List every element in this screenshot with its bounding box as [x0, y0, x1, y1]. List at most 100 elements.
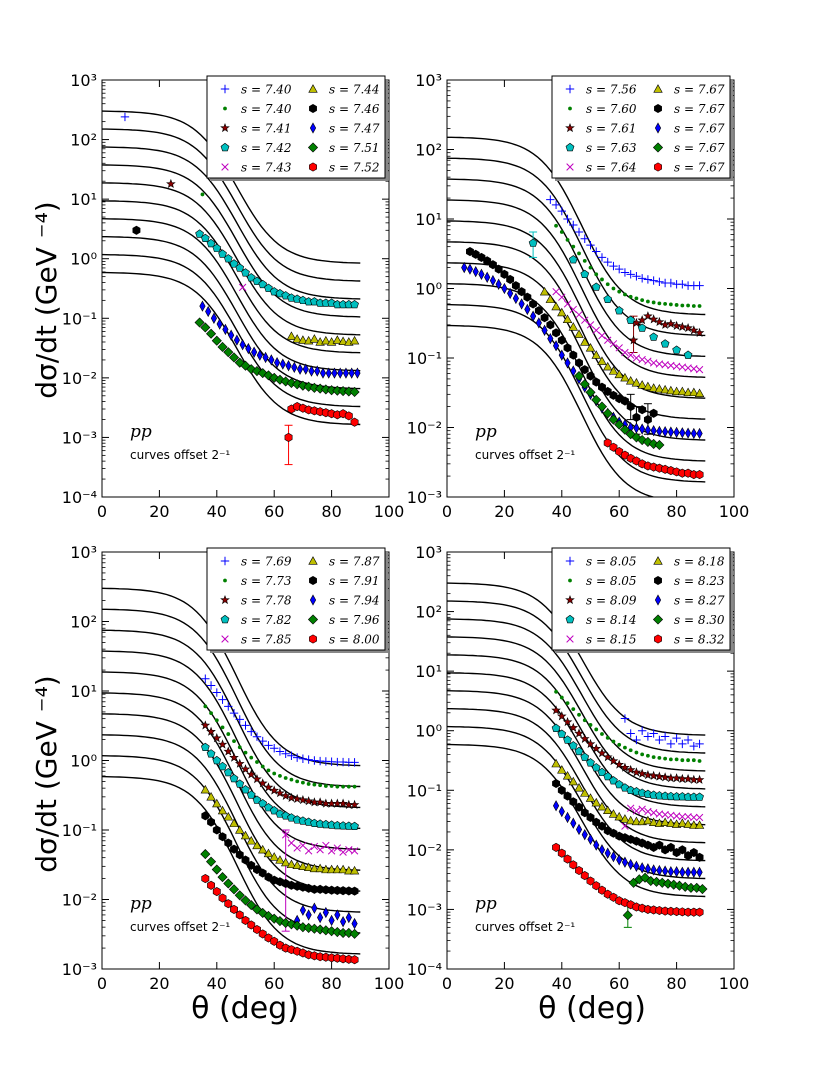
data-point: [691, 304, 696, 308]
x-tick-label: 100: [719, 502, 750, 521]
y-tick-label: 10⁻¹: [407, 781, 442, 800]
data-point: [646, 753, 650, 758]
annotation-offset: curves offset 2⁻¹: [130, 448, 230, 462]
data-point: [585, 738, 596, 749]
data-point: [235, 825, 245, 834]
data-point: [472, 265, 479, 278]
data-point: [633, 860, 640, 872]
data-point: [626, 804, 635, 812]
data-point: [574, 329, 584, 338]
data-point: [559, 695, 564, 700]
data-point: [654, 384, 665, 393]
data-point: [660, 339, 670, 348]
legend-label: s = 7.87: [329, 555, 380, 569]
data-point: [565, 701, 570, 706]
data-point: [328, 914, 335, 927]
data-point: [660, 384, 670, 394]
theory-curve: [447, 178, 706, 357]
data-points: [200, 674, 360, 965]
data-point: [501, 282, 508, 295]
data-point: [257, 778, 268, 788]
data-point: [246, 835, 256, 845]
data-point: [683, 387, 693, 397]
data-point: [337, 367, 344, 379]
data-point: [557, 785, 566, 795]
data-point: [218, 761, 227, 771]
data-point: [565, 238, 570, 242]
data-point: [281, 749, 290, 758]
theory-curve: [447, 600, 706, 754]
data-point: [279, 358, 286, 370]
data-point: [649, 408, 658, 418]
data-point: [332, 335, 343, 344]
data-point: [655, 840, 664, 850]
data-point: [199, 300, 206, 312]
data-point: [649, 359, 658, 367]
data-point: [563, 735, 572, 744]
data-point: [697, 883, 708, 895]
data-point: [686, 303, 690, 308]
data-point: [252, 732, 262, 741]
data-point: [255, 760, 259, 764]
data-point: [683, 735, 693, 745]
data-point: [610, 850, 617, 863]
data-point: [302, 363, 309, 375]
theory-curve: [447, 708, 706, 862]
data-point: [689, 741, 699, 751]
data-point: [685, 427, 692, 439]
data-point: [626, 402, 635, 412]
data-point: [660, 772, 670, 782]
data-point: [674, 757, 679, 762]
data-point: [554, 689, 558, 694]
legend-label: s = 7.73: [241, 574, 292, 588]
data-point: [120, 112, 130, 122]
data-point: [252, 774, 262, 784]
data-point: [303, 796, 314, 806]
data-point: [341, 784, 345, 789]
data-point: [683, 773, 693, 784]
data-point: [678, 845, 687, 855]
data-point: [685, 866, 692, 878]
data-point: [322, 906, 329, 919]
legend-marker: [565, 84, 575, 94]
data-point: [484, 271, 491, 283]
data-point: [280, 857, 291, 867]
legend-label: s = 7.82: [241, 613, 292, 627]
data-point: [598, 331, 606, 340]
data-point: [206, 856, 217, 867]
data-point: [585, 343, 596, 352]
legend-marker: [223, 578, 227, 583]
legend-label: s = 8.14: [586, 613, 637, 627]
data-point: [690, 813, 698, 822]
data-point: [251, 346, 258, 358]
annotation-pp: pp: [475, 422, 497, 442]
theory-curve: [447, 725, 706, 880]
data-point: [657, 755, 662, 760]
legend-marker: [566, 635, 574, 643]
data-point: [657, 301, 662, 306]
data-point: [654, 316, 665, 327]
legend-marker: [221, 163, 229, 171]
y-tick-label: 10⁻³: [407, 900, 442, 919]
data-point: [257, 907, 268, 919]
theory-curve: [102, 164, 361, 318]
data-point: [233, 334, 240, 346]
data-point: [264, 283, 273, 292]
data-point: [580, 269, 590, 279]
data-point: [697, 304, 702, 308]
data-point: [228, 329, 235, 341]
legend-marker: [308, 84, 318, 93]
data-point: [207, 817, 215, 827]
legend-marker: [309, 103, 317, 114]
data-point: [666, 818, 676, 827]
data-point: [247, 727, 256, 736]
data-point: [563, 791, 572, 801]
data-point: [535, 317, 542, 329]
data-point: [301, 780, 305, 785]
data-point: [673, 426, 680, 439]
data-point: [306, 782, 311, 786]
data-point: [212, 243, 222, 252]
legend-box: [551, 75, 731, 179]
data-point: [642, 436, 653, 447]
